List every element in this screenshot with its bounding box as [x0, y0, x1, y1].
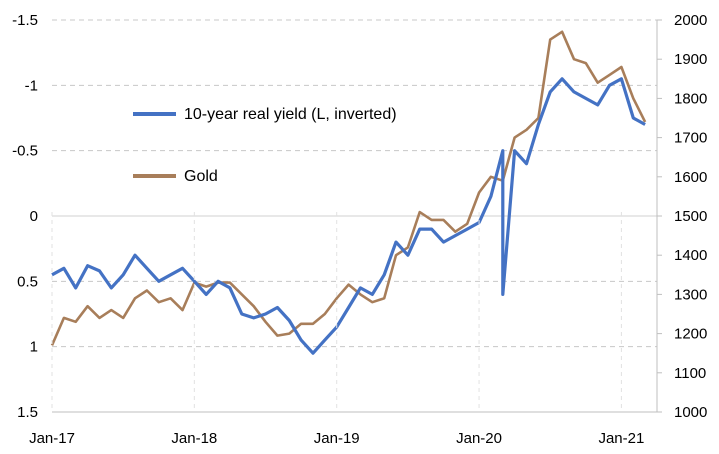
left-tick-label: 0 — [30, 208, 38, 225]
x-tick-label: Jan-19 — [314, 430, 360, 447]
series-gold-line — [50, 30, 647, 346]
series-real-yield-line — [51, 77, 646, 355]
right-axis-ticks: 1000 1100 1200 1300 1400 1500 1600 1700 1800 1900… — [657, 12, 707, 421]
x-tick-label: Jan-21 — [598, 430, 644, 447]
right-tick-label: 1600 — [674, 169, 707, 186]
axes — [52, 20, 658, 413]
right-tick-label: 1700 — [674, 130, 707, 147]
left-tick-label: -1 — [25, 77, 38, 94]
right-tick-label: 1200 — [674, 326, 707, 343]
left-axis-ticks: -1.5 -1 -0.5 0 0.5 1 1.5 — [12, 12, 38, 421]
x-axis-ticks: Jan-17 Jan-18 Jan-19 Jan-20 Jan-21 — [29, 212, 644, 447]
right-tick-label: 1900 — [674, 51, 707, 68]
left-tick-label: 0.5 — [17, 273, 38, 290]
right-tick-label: 1000 — [674, 404, 707, 421]
right-tick-label: 1300 — [674, 286, 707, 303]
legend-label-real-yield: 10-year real yield (L, inverted) — [184, 106, 397, 123]
left-tick-label: 1.5 — [17, 404, 38, 421]
left-tick-label: -1.5 — [12, 12, 38, 29]
legend: 10-year real yield (L, inverted) Gold — [133, 106, 397, 185]
right-tick-label: 2000 — [674, 12, 707, 29]
right-tick-label: 1100 — [674, 365, 706, 382]
x-tick-label: Jan-20 — [456, 430, 502, 447]
series-lines — [50, 30, 647, 355]
right-tick-label: 1400 — [674, 247, 707, 264]
left-tick-label: -0.5 — [12, 143, 38, 160]
x-tick-label: Jan-17 — [29, 430, 75, 447]
x-tick-label: Jan-18 — [171, 430, 217, 447]
right-tick-label: 1800 — [674, 90, 707, 107]
right-tick-label: 1500 — [674, 208, 707, 225]
left-tick-label: 1 — [30, 339, 38, 356]
legend-label-gold: Gold — [184, 168, 218, 185]
